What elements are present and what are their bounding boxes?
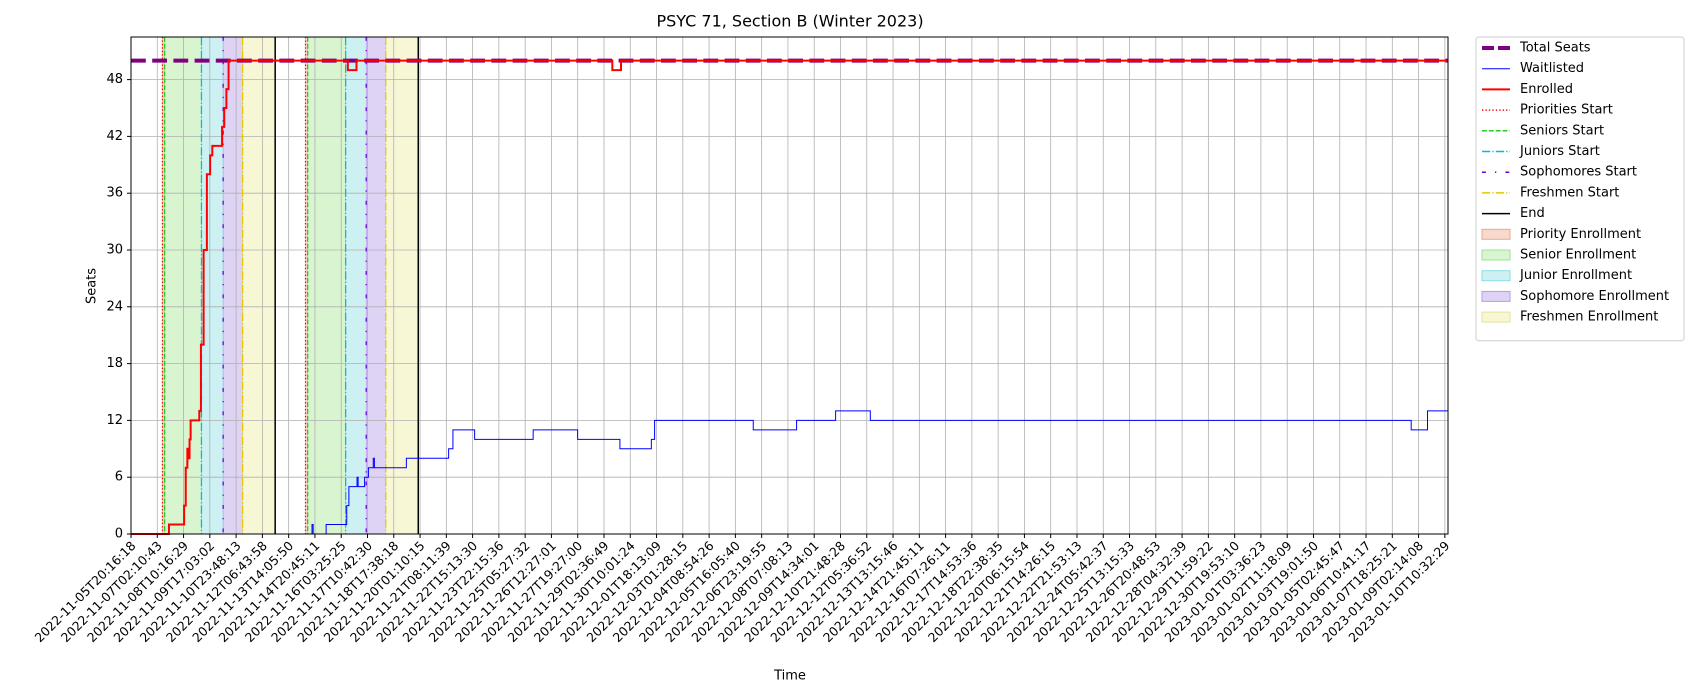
- enrollment-period: [307, 36, 346, 535]
- series-line: [131, 410, 1448, 535]
- legend-swatch: [1481, 290, 1511, 302]
- legend-label: Senior Enrollment: [1520, 248, 1636, 263]
- legend-swatch: [1481, 311, 1511, 323]
- legend-label: End: [1520, 206, 1545, 221]
- series-line: [131, 59, 1448, 535]
- enrollment-period: [365, 36, 387, 535]
- chart-title: PSYC 71, Section B (Winter 2023): [656, 12, 923, 31]
- legend-label: Sophomores Start: [1520, 165, 1637, 180]
- legend-label: Total Seats: [1519, 41, 1591, 56]
- enrollment-period: [164, 36, 202, 535]
- legend-swatch: [1481, 228, 1511, 240]
- legend-label: Freshmen Enrollment: [1520, 310, 1658, 325]
- legend-label: Juniors Start: [1519, 144, 1600, 159]
- y-tick-label: 0: [115, 527, 123, 542]
- y-axis-label: Seats: [85, 268, 100, 304]
- y-tick-label: 48: [106, 72, 123, 87]
- marks: [131, 37, 1448, 535]
- legend-label: Seniors Start: [1520, 123, 1604, 138]
- legend-swatch: [1481, 270, 1511, 282]
- enrollment-period: [385, 36, 419, 535]
- legend-swatch: [1481, 249, 1511, 261]
- legend-label: Priorities Start: [1520, 103, 1613, 118]
- enrollment-period: [345, 36, 367, 535]
- y-tick-label: 6: [115, 470, 123, 485]
- legend: Total Seats Waitlisted Enrolled Priorities …: [1475, 36, 1685, 342]
- x-axis-label: Time: [773, 669, 806, 684]
- plot-frame: [130, 36, 1449, 535]
- y-tick-label: 42: [106, 129, 123, 144]
- enrollment-period: [242, 36, 276, 535]
- enrollment-period: [201, 36, 224, 535]
- legend-label: Priority Enrollment: [1520, 227, 1641, 242]
- legend-label: Junior Enrollment: [1519, 268, 1632, 283]
- legend-label: Waitlisted: [1520, 61, 1584, 76]
- legend-label: Enrolled: [1520, 82, 1573, 97]
- legend-box: [1475, 36, 1685, 342]
- y-tick-label: 18: [106, 356, 123, 371]
- legend-label: Sophomore Enrollment: [1520, 289, 1669, 304]
- axes: 06121824303642482022-11-05T20:16:182022-…: [32, 36, 1452, 645]
- enrollment-period: [222, 36, 243, 535]
- y-tick-label: 36: [106, 186, 123, 201]
- legend-label: Freshmen Start: [1520, 185, 1619, 200]
- y-tick-label: 30: [106, 243, 123, 258]
- regions: [162, 36, 419, 535]
- y-tick-label: 24: [106, 299, 123, 314]
- y-tick-label: 12: [106, 413, 123, 428]
